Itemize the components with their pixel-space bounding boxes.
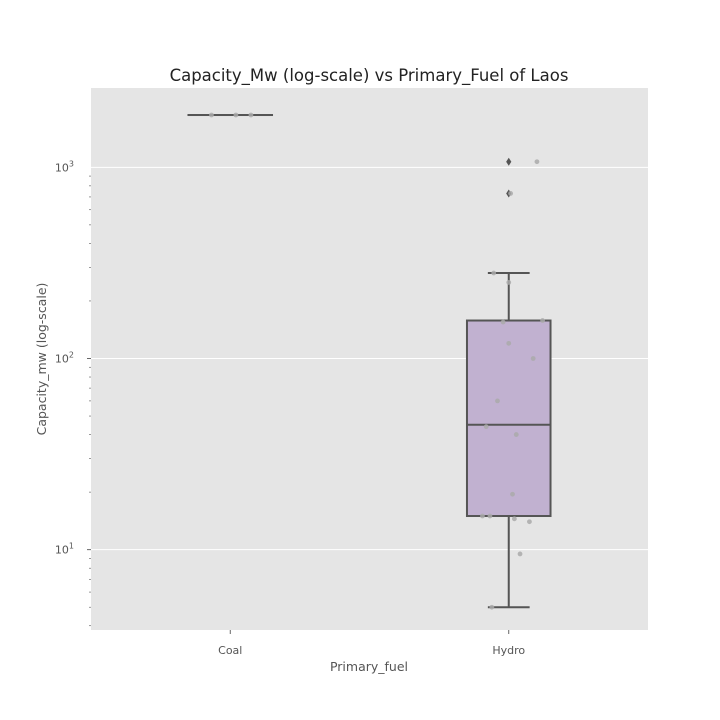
strip-points	[209, 112, 545, 610]
plot-area	[91, 88, 648, 630]
x-tick-label: Coal	[218, 644, 242, 657]
box-hydro	[465, 319, 552, 518]
outlier-marker	[506, 157, 512, 166]
data-point	[506, 340, 512, 346]
x-axis-ticks: Coal Hydro	[218, 630, 525, 657]
data-point	[483, 424, 489, 430]
y-axis-ticks: 101 102 103	[55, 159, 91, 627]
y-axis-label: Capacity_mw (log-scale)	[34, 283, 49, 436]
boxes	[187, 114, 552, 609]
data-point	[489, 604, 495, 610]
data-point	[500, 319, 506, 325]
data-point	[491, 270, 497, 276]
data-point	[480, 513, 485, 519]
data-point	[530, 356, 536, 361]
chart-title: Capacity_Mw (log-scale) vs Primary_Fuel …	[170, 66, 569, 86]
data-point	[508, 191, 514, 196]
data-point	[248, 112, 254, 118]
data-point	[527, 519, 532, 525]
data-point	[233, 112, 239, 118]
data-point	[513, 432, 519, 437]
data-point	[510, 491, 515, 497]
data-point	[506, 280, 512, 285]
data-point	[511, 516, 517, 522]
data-point	[209, 112, 214, 118]
data-point	[487, 513, 493, 519]
grid-lines	[91, 166, 648, 551]
y-tick-label: 101	[55, 542, 74, 557]
data-point	[495, 398, 500, 404]
x-tick-label: Hydro	[492, 644, 525, 657]
data-point	[517, 551, 523, 557]
data-point	[540, 318, 545, 323]
data-point	[534, 159, 540, 165]
x-axis-label: Primary_fuel	[330, 659, 408, 674]
y-tick-label: 102	[55, 350, 74, 365]
y-tick-label: 103	[55, 159, 74, 174]
